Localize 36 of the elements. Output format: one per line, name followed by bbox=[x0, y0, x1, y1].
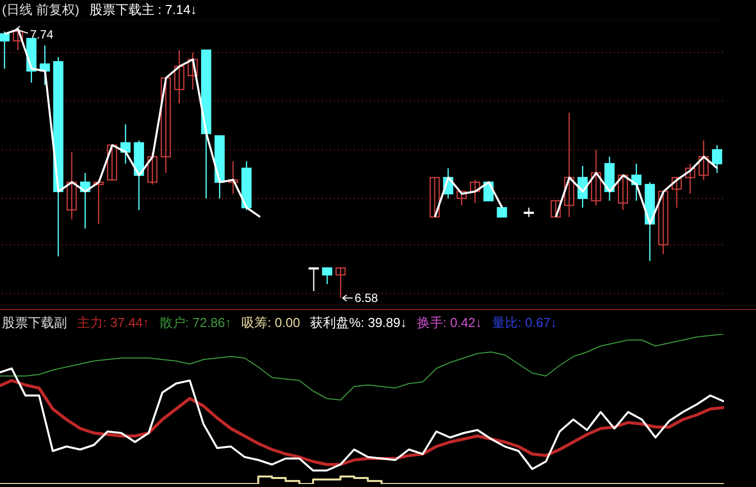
candlestick bbox=[174, 50, 184, 104]
candlestick bbox=[564, 112, 574, 218]
candlestick bbox=[147, 151, 158, 186]
candlestick bbox=[336, 267, 346, 299]
text: 获利盘%: 39.89↓ bbox=[310, 314, 407, 332]
candlestick bbox=[470, 179, 480, 204]
candlestick bbox=[698, 140, 709, 180]
candlestick bbox=[12, 28, 24, 51]
text: 量比: 0.67↓ bbox=[492, 314, 557, 332]
candlestick bbox=[618, 174, 628, 211]
candlestick bbox=[524, 207, 534, 218]
text: 主力: 37.44↑ bbox=[77, 314, 150, 332]
text: 股票下载主 : 7.14↓ bbox=[89, 1, 197, 19]
candlestick bbox=[430, 176, 440, 218]
text: 换手: 0.42↓ bbox=[416, 314, 482, 332]
annotation: 7.74 bbox=[30, 27, 54, 42]
candlestick bbox=[94, 179, 104, 224]
candlestick bbox=[322, 267, 332, 285]
candlestick bbox=[66, 151, 77, 220]
candlestick bbox=[685, 163, 696, 194]
chart-title: (日线 前复权) bbox=[2, 1, 80, 19]
candlestick bbox=[672, 176, 682, 208]
candlestick bbox=[712, 144, 722, 174]
candlestick bbox=[590, 149, 602, 206]
candlestick bbox=[456, 190, 467, 206]
text: 散户: 72.86↑ bbox=[159, 314, 232, 332]
candlestick bbox=[0, 30, 10, 70]
candlestick bbox=[188, 52, 198, 90]
annotation: 6.58 bbox=[354, 291, 378, 306]
chart-title: 股票下载副 bbox=[2, 314, 67, 332]
candlestick bbox=[550, 200, 561, 218]
candlestick bbox=[160, 77, 171, 174]
candlestick bbox=[308, 267, 319, 292]
text: 吸筹: 0.00 bbox=[242, 314, 300, 332]
candlestick bbox=[106, 144, 118, 180]
candlestick bbox=[658, 190, 668, 255]
